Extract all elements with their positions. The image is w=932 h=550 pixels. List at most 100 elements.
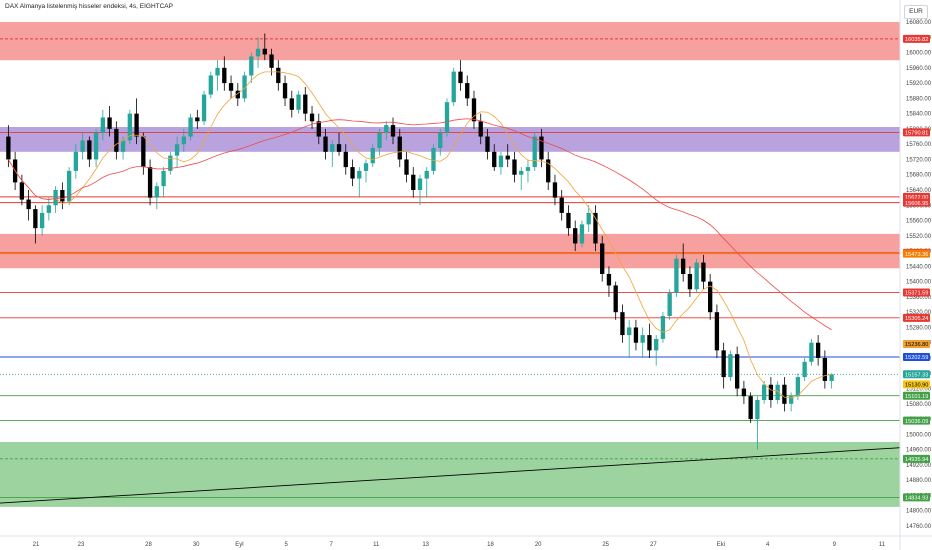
candle-body xyxy=(748,396,753,420)
candle-body xyxy=(208,75,213,95)
candle-body xyxy=(168,155,173,171)
candle-body xyxy=(815,342,821,358)
candle-body xyxy=(519,170,524,175)
candle-body xyxy=(296,94,301,110)
x-tick-label: 25 xyxy=(602,542,609,548)
candle-body xyxy=(276,67,281,84)
candle-body xyxy=(566,212,571,229)
candle-body xyxy=(627,327,632,336)
price-badge xyxy=(903,249,930,258)
x-tick-label: 5 xyxy=(285,542,289,548)
price-badge xyxy=(903,313,930,322)
purple-zone xyxy=(0,127,900,152)
y-tick-label: 14920.00 xyxy=(906,463,932,469)
candle-body xyxy=(734,354,740,389)
candle-body xyxy=(19,182,25,200)
candle-body xyxy=(492,151,497,168)
price-badge-label: 15622.00 xyxy=(905,195,928,201)
candle-body xyxy=(674,258,679,294)
candle-body xyxy=(60,190,65,202)
price-badge xyxy=(903,353,930,362)
y-tick-label: 15680.00 xyxy=(906,173,932,179)
candle-body xyxy=(539,136,544,160)
candle-body xyxy=(357,170,362,179)
candle-body xyxy=(606,274,612,286)
candle-body xyxy=(390,125,396,137)
candle-body xyxy=(417,178,423,190)
candle-body xyxy=(134,113,139,137)
x-tick-label: 30 xyxy=(193,542,200,548)
candle-body xyxy=(39,212,45,229)
y-tick-label: 14800.00 xyxy=(906,509,932,515)
candle-body xyxy=(694,262,699,290)
candle-body xyxy=(681,258,686,274)
y-tick-label: 15840.00 xyxy=(906,112,932,118)
candle-body xyxy=(404,159,409,175)
candle-body xyxy=(370,148,375,164)
candle-body xyxy=(546,159,551,183)
currency-button[interactable]: EUR xyxy=(904,5,928,19)
candle-body xyxy=(46,205,52,213)
candle-body xyxy=(761,384,767,400)
candle-body xyxy=(660,316,666,339)
price-badge xyxy=(903,493,930,502)
candle-body xyxy=(242,75,247,99)
x-tick-label: 27 xyxy=(650,542,657,548)
candle-body xyxy=(80,140,85,152)
candle-body xyxy=(829,374,834,381)
y-tick-label: 15440.00 xyxy=(906,264,932,270)
candle-body xyxy=(127,113,132,141)
price-badge-label: 15371.59 xyxy=(905,291,928,297)
candle-body xyxy=(485,136,490,152)
candle-body xyxy=(552,182,558,198)
green-zone xyxy=(0,442,900,507)
price-badge-label: 15101.19 xyxy=(905,394,928,400)
x-tick-label: 9 xyxy=(833,542,837,548)
candle-body xyxy=(465,83,470,99)
price-badge xyxy=(903,198,930,207)
x-tick-label: Eki xyxy=(717,542,725,548)
y-tick-label: 15640.00 xyxy=(906,188,932,194)
price-badge xyxy=(903,128,930,137)
x-tick-label: 23 xyxy=(78,542,85,548)
candle-body xyxy=(66,170,72,202)
candle-body xyxy=(215,67,220,76)
x-tick-label: Eyl xyxy=(235,542,243,548)
candle-body xyxy=(397,136,402,160)
candle-body xyxy=(708,281,713,313)
candle-body xyxy=(384,125,389,133)
candle-body xyxy=(809,342,814,362)
price-badge xyxy=(903,339,930,348)
price-badge xyxy=(903,454,930,463)
y-tick-label: 15920.00 xyxy=(906,81,932,87)
candle-body xyxy=(478,121,483,137)
y-tick-label: 16000.00 xyxy=(906,51,932,57)
y-tick-label: 14760.00 xyxy=(906,524,932,530)
candle-body xyxy=(532,136,537,168)
price-badge-label: 15236.80 xyxy=(905,342,928,348)
y-tick-label: 15760.00 xyxy=(906,142,932,148)
candle-body xyxy=(181,136,186,145)
candle-body xyxy=(633,327,639,343)
candle-body xyxy=(573,228,578,244)
x-tick-label: 7 xyxy=(330,542,334,548)
candle-body xyxy=(120,140,126,152)
candle-body xyxy=(768,384,774,400)
candle-body xyxy=(316,121,321,137)
candle-body xyxy=(647,335,652,351)
y-tick-label: 15520.00 xyxy=(906,234,932,240)
candle-body xyxy=(721,350,726,378)
candle-body xyxy=(802,361,807,378)
price-badge-label: 15790.81 xyxy=(905,131,928,137)
candle-body xyxy=(741,388,747,397)
candle-body xyxy=(512,159,517,175)
red-zone xyxy=(0,22,900,61)
candle-body xyxy=(235,90,240,99)
candle-body xyxy=(249,56,254,76)
candle-body xyxy=(559,197,564,213)
candle-body xyxy=(201,94,207,122)
candle-body xyxy=(755,400,760,420)
ma-fast-line xyxy=(8,71,832,399)
